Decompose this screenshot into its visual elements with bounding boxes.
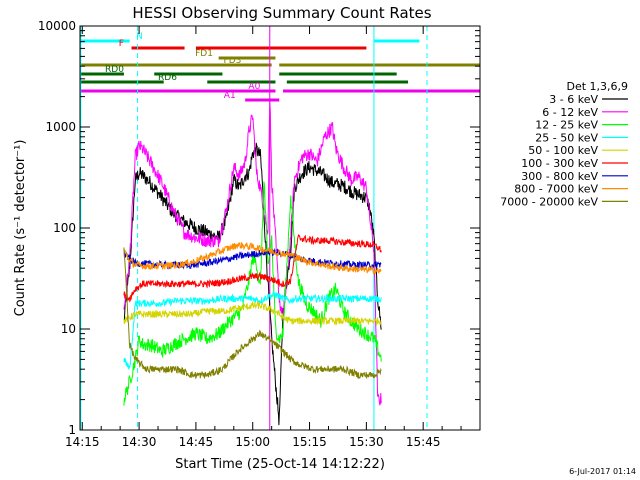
y-tick-label-2: 100: [53, 221, 76, 235]
x-axis-label: Start Time (25-Oct-14 14:12:22): [175, 457, 385, 472]
x-tick-label-3: 15:00: [235, 435, 270, 449]
x-tick-label-4: 15:15: [292, 435, 327, 449]
series-line-5: [123, 233, 382, 303]
legend-label-5: 100 - 300 keV: [521, 157, 598, 170]
flag-label-a0: A0: [248, 82, 260, 92]
flag-label-a1: A1: [224, 91, 236, 101]
footer-timestamp: 6-Jul-2017 01:14: [569, 467, 636, 476]
x-tick-label-2: 14:45: [179, 435, 214, 449]
legend-label-6: 300 - 800 keV: [521, 170, 598, 183]
series-line-7: [123, 242, 382, 275]
legend-label-8: 7000 - 20000 keV: [500, 195, 598, 208]
flag-label-n: N: [136, 32, 143, 42]
series-line-2: [123, 181, 382, 406]
x-tick-label-0: 14:15: [65, 435, 100, 449]
series-line-8: [123, 247, 382, 380]
flag-bars: N F FD1 FD3 RD0 RD6 A0 A1: [80, 32, 480, 102]
series-lines: [123, 101, 382, 426]
x-tick-label-1: 14:30: [122, 435, 157, 449]
y-axis-label: Count Rate (s⁻¹ detector⁻¹): [13, 140, 28, 317]
legend-label-3: 25 - 50 keV: [535, 131, 598, 144]
y-tick-label-3: 1000: [45, 120, 76, 134]
flag-label-rd6: RD6: [158, 73, 177, 83]
x-tick-label-5: 15:30: [349, 435, 384, 449]
series-line-4: [123, 300, 382, 326]
legend-label-4: 50 - 100 keV: [528, 144, 598, 157]
series-line-3: [123, 289, 382, 370]
chart-title: HESSI Observing Summary Count Rates: [132, 4, 431, 22]
legend-label-7: 800 - 7000 keV: [514, 183, 598, 196]
legend-label-1: 6 - 12 keV: [542, 106, 598, 119]
plot-frame: [79, 25, 481, 431]
flag-label-fd1: FD1: [195, 49, 213, 59]
series-line-1: [123, 101, 382, 406]
x-axis-ticks: 14:15 14:30 14:45 15:00 15:15 15:30 15:45: [65, 26, 462, 449]
flag-label-fd3: FD3: [224, 56, 242, 66]
y-axis-ticks: 1 10 100 1000 10000: [38, 19, 480, 437]
flag-label-rd0: RD0: [105, 65, 124, 75]
flag-label-f: F: [119, 39, 124, 49]
legend-label-2: 12 - 25 keV: [535, 119, 598, 132]
y-tick-label-4: 10000: [38, 19, 76, 33]
y-tick-label-1: 10: [61, 322, 76, 336]
x-tick-label-6: 15:45: [406, 435, 441, 449]
y-tick-label-0: 1: [68, 423, 76, 437]
legend-title: Det 1,3,6,9: [566, 80, 628, 93]
legend-label-0: 3 - 6 keV: [549, 93, 598, 106]
series-line-0: [123, 142, 382, 426]
